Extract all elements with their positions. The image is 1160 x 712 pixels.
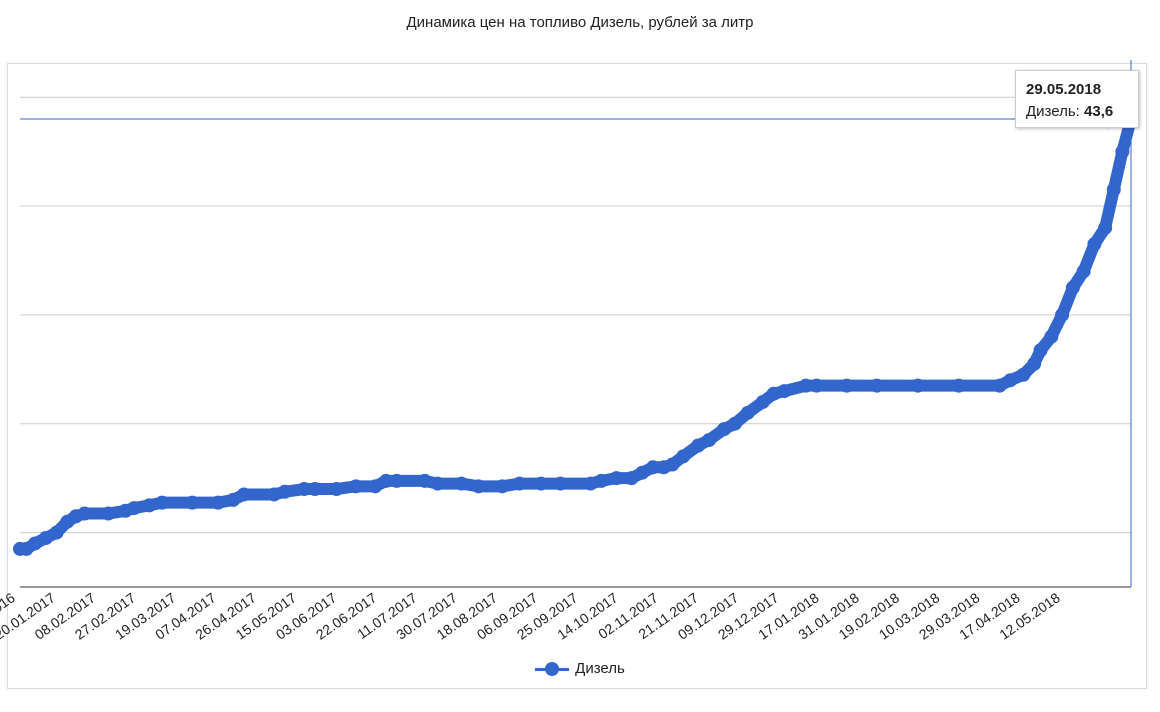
data-point[interactable] (1033, 343, 1048, 358)
data-point[interactable] (471, 479, 486, 494)
tooltip-date: 29.05.2018 (1026, 81, 1102, 98)
data-point[interactable] (185, 495, 200, 510)
data-point[interactable] (740, 405, 755, 420)
data-point[interactable] (951, 378, 966, 393)
data-point[interactable] (798, 378, 813, 393)
data-point[interactable] (1003, 373, 1018, 388)
data-point[interactable] (211, 495, 226, 510)
data-point[interactable] (717, 422, 732, 437)
data-point[interactable] (28, 536, 43, 551)
series-line (14, 112, 1137, 555)
data-point[interactable] (594, 473, 609, 488)
data-point[interactable] (277, 484, 292, 499)
data-point[interactable] (101, 506, 116, 521)
data-point[interactable] (755, 394, 770, 409)
x-axis-ticks: 29.12.201620.01.201708.02.201727.02.2017… (0, 589, 1063, 642)
data-point[interactable] (583, 476, 598, 491)
data-point[interactable] (635, 465, 650, 480)
tooltip-value: 43,6 (1084, 103, 1114, 120)
data-point[interactable] (348, 479, 363, 494)
tooltip-series-name: Дизель (1026, 103, 1076, 120)
data-point[interactable] (1065, 280, 1080, 295)
legend-label: Дизель (575, 660, 625, 677)
data-point[interactable] (992, 378, 1007, 393)
data-point[interactable] (1027, 356, 1042, 371)
data-point[interactable] (1106, 182, 1121, 197)
data-point[interactable] (701, 433, 716, 448)
data-point[interactable] (869, 378, 884, 393)
data-point[interactable] (609, 471, 624, 486)
data-point[interactable] (389, 473, 404, 488)
data-point[interactable] (236, 487, 251, 502)
data-point[interactable] (49, 525, 64, 540)
tooltip-value-row: Дизель: 43,6 (1026, 103, 1114, 120)
data-point[interactable] (379, 473, 394, 488)
data-point[interactable] (142, 498, 157, 513)
data-point[interactable] (454, 476, 469, 491)
data-point[interactable] (534, 476, 549, 491)
data-point[interactable] (430, 476, 445, 491)
data-point[interactable] (676, 449, 691, 464)
data-point[interactable] (1055, 307, 1070, 322)
data-point[interactable] (910, 378, 925, 393)
data-point[interactable] (297, 482, 312, 497)
data-point[interactable] (267, 487, 282, 502)
tooltip: 29.05.2018 Дизель: 43,6 (1015, 70, 1139, 128)
data-point[interactable] (777, 384, 792, 399)
data-point[interactable] (691, 438, 706, 453)
chart-frame (7, 63, 1147, 689)
data-point[interactable] (1098, 220, 1113, 235)
data-point[interactable] (624, 471, 639, 486)
data-point[interactable] (329, 482, 344, 497)
data-point[interactable] (77, 506, 92, 521)
data-point[interactable] (1044, 329, 1059, 344)
data-point[interactable] (839, 378, 854, 393)
data-point[interactable] (1076, 264, 1091, 279)
data-point[interactable] (512, 476, 527, 491)
data-point[interactable] (553, 476, 568, 491)
legend-marker-icon (535, 661, 570, 676)
data-point[interactable] (646, 460, 661, 475)
data-point[interactable] (226, 492, 241, 507)
gridlines (20, 96, 1131, 588)
data-point[interactable] (127, 501, 142, 516)
data-point[interactable] (155, 495, 170, 510)
data-point[interactable] (665, 457, 680, 472)
data-point[interactable] (1016, 367, 1031, 382)
legend[interactable]: Дизель (0, 660, 1160, 680)
data-point[interactable] (1087, 237, 1102, 252)
data-point[interactable] (809, 378, 824, 393)
chart-title: Динамика цен на топливо Дизель, рублей з… (406, 14, 754, 31)
data-point[interactable] (1115, 144, 1130, 159)
data-point[interactable] (307, 482, 322, 497)
data-point[interactable] (766, 386, 781, 401)
data-point[interactable] (417, 473, 432, 488)
series-diesel[interactable] (13, 110, 1139, 556)
data-point[interactable] (495, 479, 510, 494)
data-point[interactable] (727, 416, 742, 431)
data-point[interactable] (38, 531, 53, 546)
data-point[interactable] (368, 479, 383, 494)
